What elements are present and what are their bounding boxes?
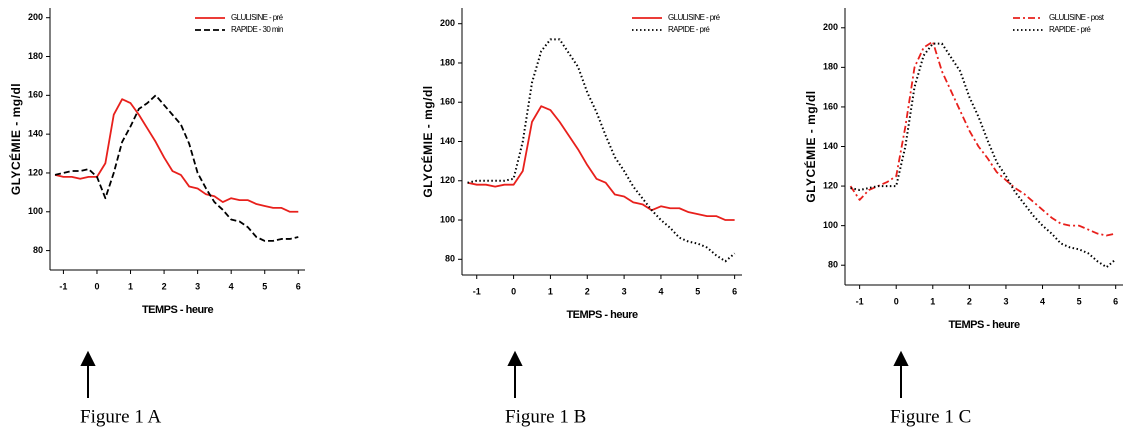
y-tick-label: 80: [445, 254, 455, 264]
panel: 80 100 120 140 160 180 200 -1 0 1 2 3 4 5 6 TEMPS - heu…: [8, 8, 305, 427]
figure-caption: Figure 1 A: [80, 406, 162, 427]
figure-caption: Figure 1 B: [505, 406, 586, 427]
legend-label: GLULISINE - pré: [668, 13, 721, 22]
y-axis-label: GLYCÉMIE - mg/dl: [420, 85, 435, 197]
x-tick-label: 0: [894, 296, 899, 306]
y-tick-label: 100: [28, 206, 43, 216]
y-tick-label: 200: [28, 12, 43, 22]
x-tick-label: 5: [262, 281, 267, 291]
data-line: [54, 94, 299, 242]
panel: 80 100 120 140 160 180 200 -1 0 1 2 3 4 5 6 TEMPS - heu…: [803, 8, 1123, 427]
y-tick-label: 120: [823, 180, 838, 190]
x-tick-label: 6: [1113, 296, 1118, 306]
x-tick-label: 3: [622, 286, 627, 296]
x-tick-label: 2: [585, 286, 590, 296]
legend-label: GLULISINE - post: [1049, 13, 1105, 22]
x-tick-label: 0: [511, 286, 516, 296]
y-tick-label: 200: [440, 18, 455, 28]
x-tick-label: 3: [1003, 296, 1008, 306]
y-tick-label: 160: [28, 90, 43, 100]
x-tick-label: 4: [1040, 296, 1045, 306]
x-axis-label: TEMPS - heure: [142, 304, 214, 316]
x-tick-label: 1: [128, 281, 133, 291]
x-tick-label: 4: [229, 281, 234, 291]
legend-label: GLULISINE - pré: [231, 13, 284, 22]
y-tick-label: 180: [440, 57, 455, 67]
legend-label: RAPIDE - 30 min: [231, 25, 283, 34]
x-tick-label: 1: [548, 286, 553, 296]
x-tick-label: 3: [195, 281, 200, 291]
data-line: [467, 105, 735, 221]
y-tick-label: 160: [440, 97, 455, 107]
y-tick-label: 140: [28, 129, 43, 139]
x-tick-label: 1: [930, 296, 935, 306]
y-tick-label: 120: [28, 167, 43, 177]
x-tick-label: 6: [296, 281, 301, 291]
y-axis-label: GLYCÉMIE - mg/dl: [803, 90, 818, 202]
y-tick-label: 180: [823, 62, 838, 72]
arrows: [80, 350, 909, 398]
x-tick-label: 2: [162, 281, 167, 291]
y-tick-label: 200: [823, 22, 838, 32]
x-tick-label: 2: [967, 296, 972, 306]
x-tick-label: 0: [94, 281, 99, 291]
figure-caption: Figure 1 C: [890, 406, 971, 427]
x-tick-label: -1: [473, 286, 481, 296]
x-tick-label: 5: [1077, 296, 1082, 306]
y-axis-label: GLYCÉMIE - mg/dl: [8, 83, 23, 195]
data-line: [54, 98, 299, 213]
legend-label: RAPIDE - pré: [1049, 25, 1091, 34]
legend-label: RAPIDE - pré: [668, 25, 710, 34]
y-tick-label: 100: [823, 220, 838, 230]
y-tick-label: 140: [823, 141, 838, 151]
x-tick-label: 6: [732, 286, 737, 296]
y-tick-label: 140: [440, 136, 455, 146]
y-tick-label: 180: [28, 51, 43, 61]
data-line: [849, 40, 1116, 237]
y-tick-label: 80: [828, 260, 838, 270]
panel: 80 100 120 140 160 180 200 -1 0 1 2 3 4 5 6 TEMPS - heu…: [420, 8, 742, 427]
y-tick-label: 160: [823, 101, 838, 111]
x-tick-label: 4: [658, 286, 663, 296]
x-tick-label: -1: [856, 296, 864, 306]
y-tick-label: 120: [440, 175, 455, 185]
x-axis-label: TEMPS - heure: [948, 319, 1020, 331]
data-line: [467, 38, 736, 263]
y-tick-label: 80: [33, 245, 43, 255]
x-axis-label: TEMPS - heure: [566, 309, 638, 321]
y-tick-label: 100: [440, 214, 455, 224]
data-line: [850, 42, 1117, 269]
x-tick-label: 5: [695, 286, 700, 296]
x-tick-label: -1: [59, 281, 67, 291]
